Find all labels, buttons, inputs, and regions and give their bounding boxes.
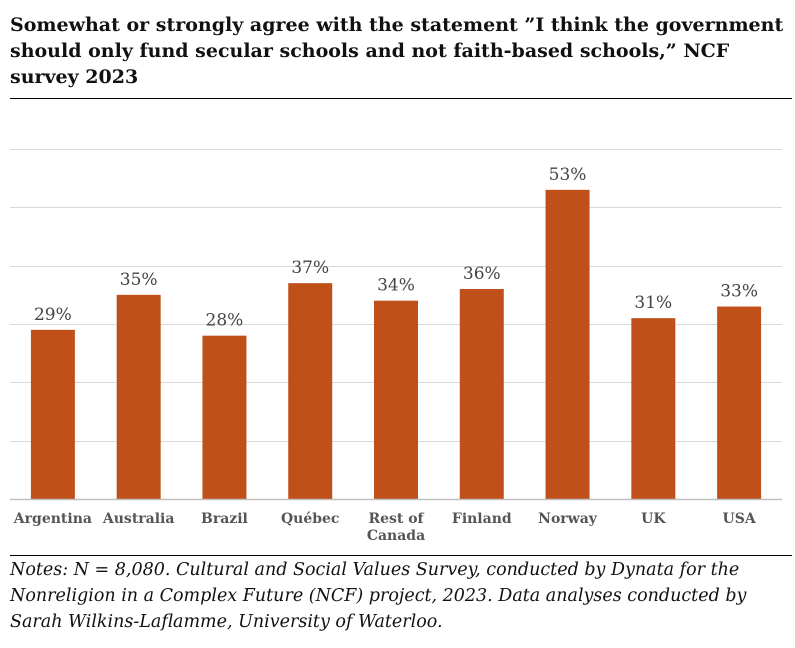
data-label: 31% <box>634 293 672 313</box>
data-label: 35% <box>120 270 158 290</box>
category-label: UK <box>641 511 666 527</box>
category-label-line: Finland <box>452 511 512 527</box>
bar <box>202 335 247 499</box>
category-label-line: Argentina <box>13 511 92 527</box>
category-label: USA <box>723 511 757 527</box>
bar <box>631 318 676 499</box>
bar <box>288 283 333 499</box>
data-label: 29% <box>34 305 72 325</box>
category-label-line: UK <box>641 511 666 527</box>
category-label-line: Rest of <box>368 511 424 527</box>
category-label-line: Canada <box>367 528 425 544</box>
category-label: Norway <box>538 511 598 527</box>
data-label: 33% <box>720 282 758 302</box>
bar <box>30 329 75 499</box>
category-label-line: Brazil <box>201 511 248 527</box>
title-divider <box>10 98 792 99</box>
chart-title: Somewhat or strongly agree with the stat… <box>10 14 784 88</box>
category-label: Brazil <box>201 511 248 527</box>
category-label-line: Norway <box>538 511 598 527</box>
data-label: 36% <box>463 264 501 284</box>
bar <box>116 294 161 499</box>
category-label: Finland <box>452 511 512 527</box>
category-label: Argentina <box>13 511 92 527</box>
category-label-line: Québec <box>281 511 340 527</box>
data-label: 37% <box>291 258 329 278</box>
chart-notes: Notes: N = 8,080. Cultural and Social Va… <box>10 560 747 632</box>
category-label: Québec <box>281 511 340 527</box>
category-label-line: USA <box>723 511 757 527</box>
data-label: 28% <box>206 311 244 331</box>
bar <box>545 189 590 499</box>
category-label-line: Australia <box>102 511 175 527</box>
bar <box>459 289 504 499</box>
category-label: Australia <box>102 511 175 527</box>
category-label: Rest of Canada <box>367 511 425 544</box>
bar <box>374 300 418 499</box>
data-label: 34% <box>377 276 415 296</box>
bar-chart: 29% Argentina 35% Australia 28% Brazil 37% Québ… <box>10 149 782 544</box>
bar <box>717 306 762 499</box>
data-label: 53% <box>549 165 587 185</box>
notes-divider <box>10 555 792 556</box>
